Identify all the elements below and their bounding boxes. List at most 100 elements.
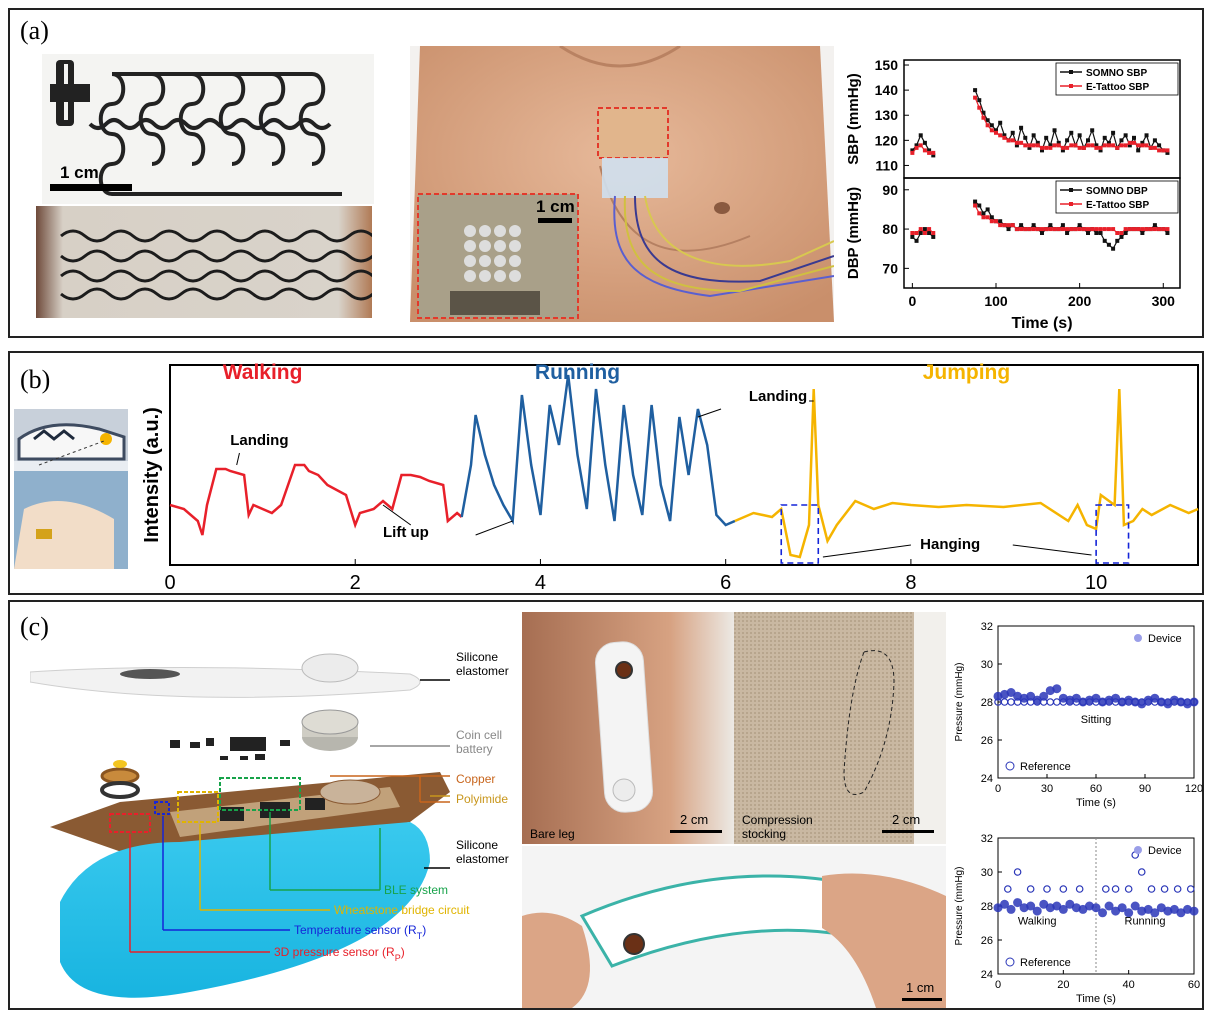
bp-data-point [1144,227,1149,232]
bp-ytick-label: 80 [882,221,898,237]
stocking-scale: 2 cm [892,812,920,827]
bp-data-point [1106,143,1111,148]
bp-data-point [1073,227,1078,232]
component-label: 3D pressure sensor (RP) [274,945,405,963]
bp-data-point [1035,227,1040,232]
panel-a: (a) 1 cm [8,8,1204,338]
bp-data-point [977,98,982,103]
bp-data-point [1152,227,1157,232]
panel-b: (b) Intensity (a.u.) 0 2 4 6 8 10 Walking Runnin… [8,351,1204,595]
legend-reference-marker [1005,761,1015,771]
device-point [1071,693,1081,703]
bp-data-point [1027,227,1032,232]
bp-data-point [981,215,986,220]
reference-point [1013,868,1022,876]
bp-data-point [918,133,923,138]
bp-xtick-label: 200 [1068,293,1092,309]
gait-segment-title: Walking [223,361,303,384]
gait-xtick-label: 8 [905,572,916,594]
bp-data-point [1052,143,1057,148]
bp-data-point [1077,223,1082,228]
gait-plot-frame [169,364,1199,566]
reference-point [1102,885,1110,893]
pressure-ytick-label: 28 [981,697,993,709]
bp-data-point [1048,223,1053,228]
bp-data-point [1127,227,1132,232]
gait-arrow [697,408,722,418]
bp-data-point [1081,227,1086,232]
pressure-ytick-label: 26 [981,735,993,747]
reference-point [1007,698,1015,706]
bp-data-point [1165,150,1170,155]
layer-label: Coin cell battery [456,728,503,756]
bp-data-point [1023,135,1028,140]
compression-stocking-photo: 2 cm Compression stocking [734,612,946,844]
bp-data-point [1069,227,1074,232]
bp-data-point [1123,227,1128,232]
shoe-sensor-photo [14,409,128,569]
reference-point [1053,698,1061,706]
layer-label: Silicone elastomer [456,650,509,678]
bp-data-point [1119,231,1124,235]
device-point [1026,691,1036,701]
gait-xtick-label: 4 [535,572,546,594]
reference-point [1026,885,1035,893]
bp-data-point [910,234,915,239]
bp-data-point [1031,227,1036,232]
reference-point [1075,885,1084,893]
bp-data-point [1157,227,1162,232]
bp-ytick-label: 110 [875,157,898,173]
bp-data-point [914,143,919,148]
gait-annotation: Lift up [383,524,429,541]
bp-data-point [1052,227,1057,232]
bp-data-point [931,234,936,239]
bp-data-point [1044,227,1049,232]
panel-a-label: (a) [20,16,49,45]
bp-data-point [1098,231,1103,235]
flexible-device-photo: 1 cm [522,846,946,1008]
bp-data-point [918,143,923,148]
device-point [1137,699,1147,709]
bp-legend-label: SOMNO SBP [1086,68,1147,79]
component-label: Temperature sensor (RT) [294,923,426,941]
pressure-ytick-label: 24 [981,969,993,981]
bp-data-point [985,123,990,128]
bp-data-point [1132,135,1136,140]
bp-data-point [918,227,923,232]
device-point [1032,906,1042,916]
pressure-ytick-label: 30 [981,659,993,671]
device-point [1091,903,1101,913]
bp-data-point [1119,234,1124,239]
reference-point [1059,885,1068,893]
bp-data-point [1081,145,1086,150]
bp-data-point [1136,227,1141,232]
bp-ylabel: SBP (mmHg) [845,73,862,164]
bp-data-point [989,128,994,133]
bp-legend-box [1055,62,1179,96]
bp-data-point [1065,138,1070,143]
inset-scale-label: 1 cm [536,197,575,216]
gait-annotation: Landing [749,388,807,405]
bp-data-point [1060,148,1065,153]
pressure-ytick-label: 30 [981,867,993,879]
bp-data-point [985,118,990,123]
bp-data-point [1010,223,1015,228]
bp-data-point [1035,140,1040,145]
device-point [1163,699,1173,709]
legend-reference-label: Reference [1020,957,1071,969]
device-point [1058,904,1068,914]
bp-data-point [922,227,927,232]
gait-signal-running [460,374,736,527]
bp-legend-label: SOMNO DBP [1086,186,1148,197]
bp-legend-label: E-Tattoo SBP [1086,200,1149,211]
gait-xtick-label: 0 [164,572,175,594]
component-label: BLE system [384,883,448,897]
bp-data-point [1115,231,1120,235]
bp-data-point [1115,145,1120,150]
bp-data-point [1019,227,1024,232]
gait-xtick-label: 6 [720,572,731,594]
bp-data-point [1031,143,1036,148]
bp-data-point [1152,145,1157,150]
bare-leg-scale: 2 cm [680,812,708,827]
bp-data-point [918,231,923,235]
